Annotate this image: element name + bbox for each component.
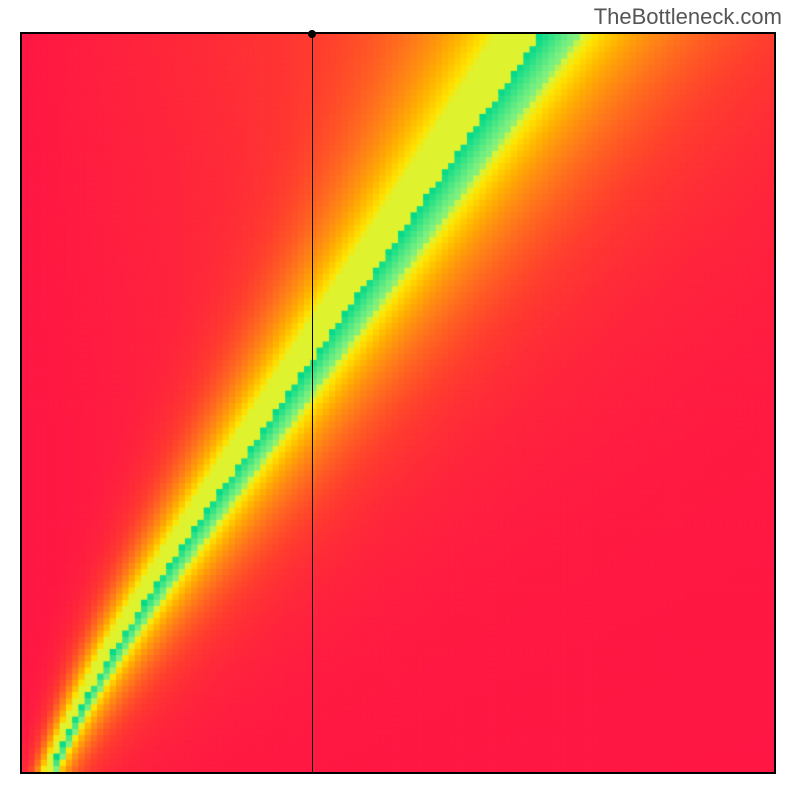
heatmap-canvas: [22, 34, 774, 772]
watermark-text: TheBottleneck.com: [594, 4, 782, 30]
figure-container: TheBottleneck.com: [0, 0, 800, 800]
marker-dot: [308, 30, 316, 38]
marker-vertical-line: [312, 34, 313, 772]
